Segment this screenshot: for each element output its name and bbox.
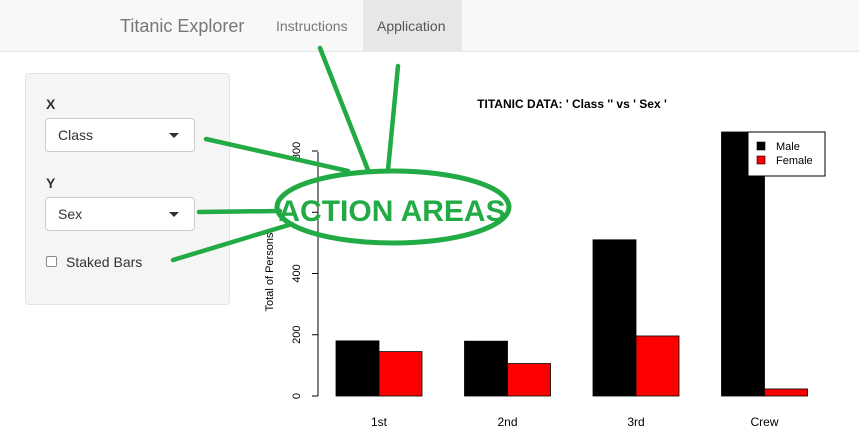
bar-female-crew [764,388,808,397]
tab-instructions[interactable]: Instructions [276,18,348,34]
bar-female-1st [378,351,423,397]
y-tick-label: 200 [291,326,303,344]
x-tick-label: 1st [371,415,388,429]
x-select[interactable]: Class [45,118,195,152]
y-select[interactable]: Sex [45,197,195,231]
navbar: Titanic Explorer Instructions Applicatio… [0,0,859,52]
app-brand[interactable]: Titanic Explorer [120,16,245,36]
x-tick-labels: 1st 2nd 3rd Crew [371,415,779,429]
legend-swatch [756,155,766,165]
legend-entry: Male [776,141,800,153]
sidebar-panel: X Class Y Sex Staked Bars [25,73,230,305]
legend: Male Female [747,131,826,177]
y-tick-label: 0 [291,393,303,399]
chevron-down-icon [169,212,179,217]
x-label: X [46,96,56,112]
legend-swatch [756,141,766,151]
stacked-bars-label: Staked Bars [66,254,143,270]
y-label: Y [46,175,56,191]
legend-box [747,131,826,177]
x-tick-label: Crew [750,415,778,429]
y-tick-label: 400 [291,264,303,282]
bar-male-3rd [592,239,637,397]
chart-title: TITANIC DATA: ' Class '' vs ' Sex ' [477,97,667,111]
bar-male-2nd [464,340,508,397]
legend-entry: Female [776,155,813,167]
bar-female-2nd [507,363,551,397]
bars [335,131,808,397]
bar-female-3rd [635,335,680,397]
x-select-value: Class [58,127,94,143]
y-ticks: 0 200 400 800 [291,142,318,399]
x-tick-label: 3rd [627,415,644,429]
y-select-value: Sex [58,206,83,222]
tab-application[interactable]: Application [363,0,462,52]
chevron-down-icon [169,133,179,138]
stacked-bars-checkbox[interactable] [46,256,57,267]
bar-male-1st [335,340,380,397]
y-axis-label: Total of Persons [264,232,276,311]
x-tick-label: 2nd [497,415,517,429]
y-tick-label: 800 [291,142,303,160]
bar-chart: TITANIC DATA: ' Class '' vs ' Sex ' Tota… [264,97,826,429]
